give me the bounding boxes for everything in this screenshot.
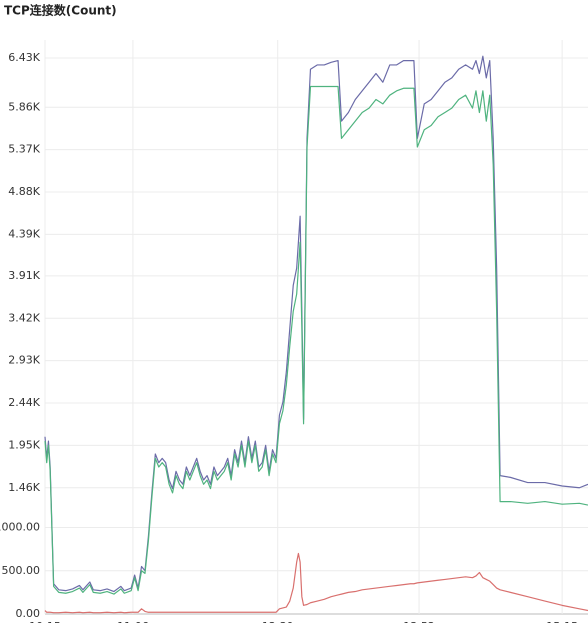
y-tick-label: 3.91K [8,269,40,282]
y-tick-label: 1.95K [8,438,40,451]
y-tick-label: 0.00 [16,607,41,620]
chart-title: TCP连接数(Count) [4,3,117,18]
y-tick-label: 4.39K [8,227,40,240]
y-tick-label: 2.44K [8,396,40,409]
series-line [44,85,588,595]
y-tick-label: 2.93K [8,354,40,367]
y-tick-label: 3.42K [8,311,40,324]
y-tick-label: 1000.00 [0,521,40,534]
series-line [44,55,588,593]
y-tick-label: 5.86K [8,100,40,113]
x-tick-label: 12:30 [262,620,294,623]
x-tick-label: 15:15 [546,620,578,623]
y-tick-label: 500.00 [2,564,41,577]
x-tick-label: 13:52 [403,620,435,623]
x-tick-label: 11:06 [117,620,149,623]
y-tick-label: 5.37K [8,143,40,156]
series-line [44,552,588,614]
y-tick-label: 4.88K [8,185,40,198]
x-tick-label: 10:15 [29,620,61,623]
y-tick-label: 6.43K [8,51,40,64]
y-tick-label: 1.46K [8,481,40,494]
